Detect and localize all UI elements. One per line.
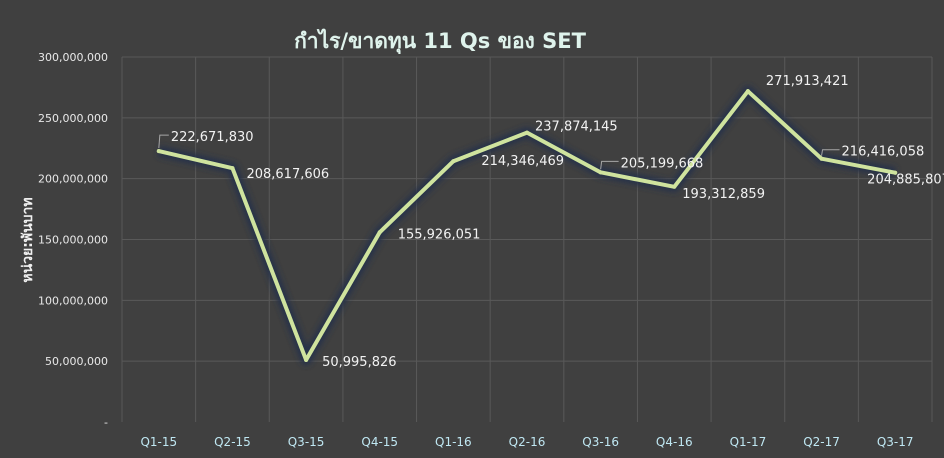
leader-line <box>821 149 840 156</box>
x-tick-label: Q3-15 <box>288 435 325 449</box>
x-tick-label: Q1-16 <box>435 435 472 449</box>
data-point <box>304 357 309 362</box>
y-tick-label: 300,000,000 <box>38 51 108 64</box>
x-tick-label: Q3-17 <box>877 435 914 449</box>
x-tick-label: Q2-15 <box>214 435 251 449</box>
y-axis-label: หน่วย:พันบาท <box>20 197 36 282</box>
leader-line <box>600 160 619 170</box>
x-tick-label: Q3-16 <box>582 435 619 449</box>
x-tick-label: Q2-16 <box>509 435 546 449</box>
y-tick-label: - <box>104 416 108 429</box>
leader-line <box>158 134 169 149</box>
data-label: 214,346,469 <box>481 154 564 169</box>
y-axis-ticks: - 50,000,000 100,000,000 150,000,000 200,000… <box>38 51 108 429</box>
data-point <box>893 170 898 175</box>
data-point <box>156 149 161 154</box>
gridlines <box>121 56 933 422</box>
data-label: 237,874,145 <box>535 120 618 135</box>
data-point <box>598 170 603 175</box>
x-tick-label: Q1-15 <box>140 435 177 449</box>
data-point <box>451 159 456 164</box>
data-label: 208,617,606 <box>246 167 329 182</box>
chart-title: กำไร/ขาดทุน 11 Qs ของ SET <box>294 28 587 55</box>
series-line <box>156 85 898 366</box>
data-label: 222,671,830 <box>171 130 254 145</box>
y-tick-label: 250,000,000 <box>38 112 108 125</box>
data-label: 205,199,668 <box>621 156 704 171</box>
data-point <box>672 184 677 189</box>
x-tick-label: Q4-15 <box>361 435 398 449</box>
data-label: 204,885,807 <box>867 173 944 188</box>
x-axis-ticks: Q1-15 Q2-15 Q3-15 Q4-15 Q1-16 Q2-16 Q3-16 Q4-16… <box>140 435 913 449</box>
data-point <box>525 130 529 135</box>
data-label: 216,416,058 <box>842 145 925 160</box>
data-point <box>819 156 824 161</box>
x-tick-label: Q4-16 <box>656 435 693 449</box>
data-point <box>745 89 750 94</box>
y-tick-label: 200,000,000 <box>38 173 108 186</box>
x-tick-label: Q2-17 <box>803 435 840 449</box>
y-tick-label: 100,000,000 <box>38 294 108 307</box>
y-tick-label: 150,000,000 <box>38 234 108 247</box>
data-point <box>377 230 382 235</box>
y-tick-label: 50,000,000 <box>45 355 108 368</box>
data-label: 155,926,051 <box>398 227 481 242</box>
data-label: 193,312,859 <box>682 187 765 202</box>
data-label: 271,913,421 <box>766 74 849 89</box>
data-point <box>230 166 235 171</box>
x-tick-label: Q1-17 <box>730 435 767 449</box>
data-labels: 222,671,830 208,617,606 50,995,826 155,926,… <box>158 74 944 370</box>
data-label: 50,995,826 <box>322 355 396 370</box>
